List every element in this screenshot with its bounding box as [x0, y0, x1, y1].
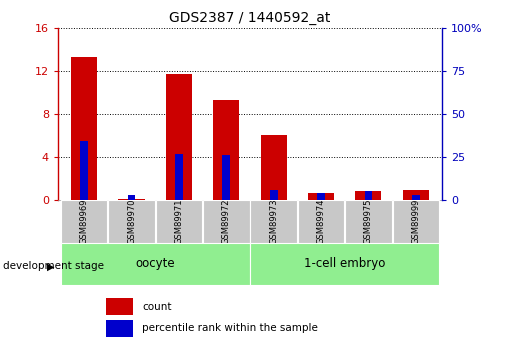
Text: oocyte: oocyte [135, 257, 175, 270]
Bar [213, 100, 239, 200]
Bar [298, 200, 344, 243]
Bar [250, 243, 439, 285]
Text: percentile rank within the sample: percentile rank within the sample [142, 323, 318, 333]
Text: count: count [142, 302, 172, 312]
Bar [80, 141, 88, 200]
Bar [106, 298, 133, 315]
Text: GSM89972: GSM89972 [222, 199, 231, 244]
Bar [222, 155, 230, 200]
Bar [270, 190, 278, 200]
Bar [250, 200, 297, 243]
Text: GSM89975: GSM89975 [364, 199, 373, 244]
Bar [166, 74, 192, 200]
Bar [345, 200, 392, 243]
Bar [392, 200, 439, 243]
Text: GSM89973: GSM89973 [269, 199, 278, 245]
Bar [61, 200, 108, 243]
Bar [108, 200, 155, 243]
Bar [317, 193, 325, 200]
Text: 1-cell embryo: 1-cell embryo [304, 257, 385, 270]
Bar [261, 136, 287, 200]
Text: ▶: ▶ [47, 262, 55, 271]
Bar [356, 191, 381, 200]
Bar [119, 199, 144, 200]
Bar [175, 154, 183, 200]
Bar [412, 195, 420, 200]
Bar [308, 193, 334, 200]
Bar [156, 200, 202, 243]
Bar [71, 57, 97, 200]
Text: GSM89974: GSM89974 [317, 199, 326, 244]
Text: GSM89969: GSM89969 [80, 199, 89, 244]
Text: GSM89971: GSM89971 [174, 199, 183, 244]
Bar [61, 243, 249, 285]
Bar [203, 200, 249, 243]
Bar [403, 190, 429, 200]
Bar [128, 195, 135, 200]
Text: GSM89970: GSM89970 [127, 199, 136, 244]
Bar [365, 191, 372, 200]
Bar [106, 320, 133, 337]
Text: development stage: development stage [3, 262, 104, 271]
Text: GSM89999: GSM89999 [411, 199, 420, 244]
Title: GDS2387 / 1440592_at: GDS2387 / 1440592_at [169, 11, 331, 25]
